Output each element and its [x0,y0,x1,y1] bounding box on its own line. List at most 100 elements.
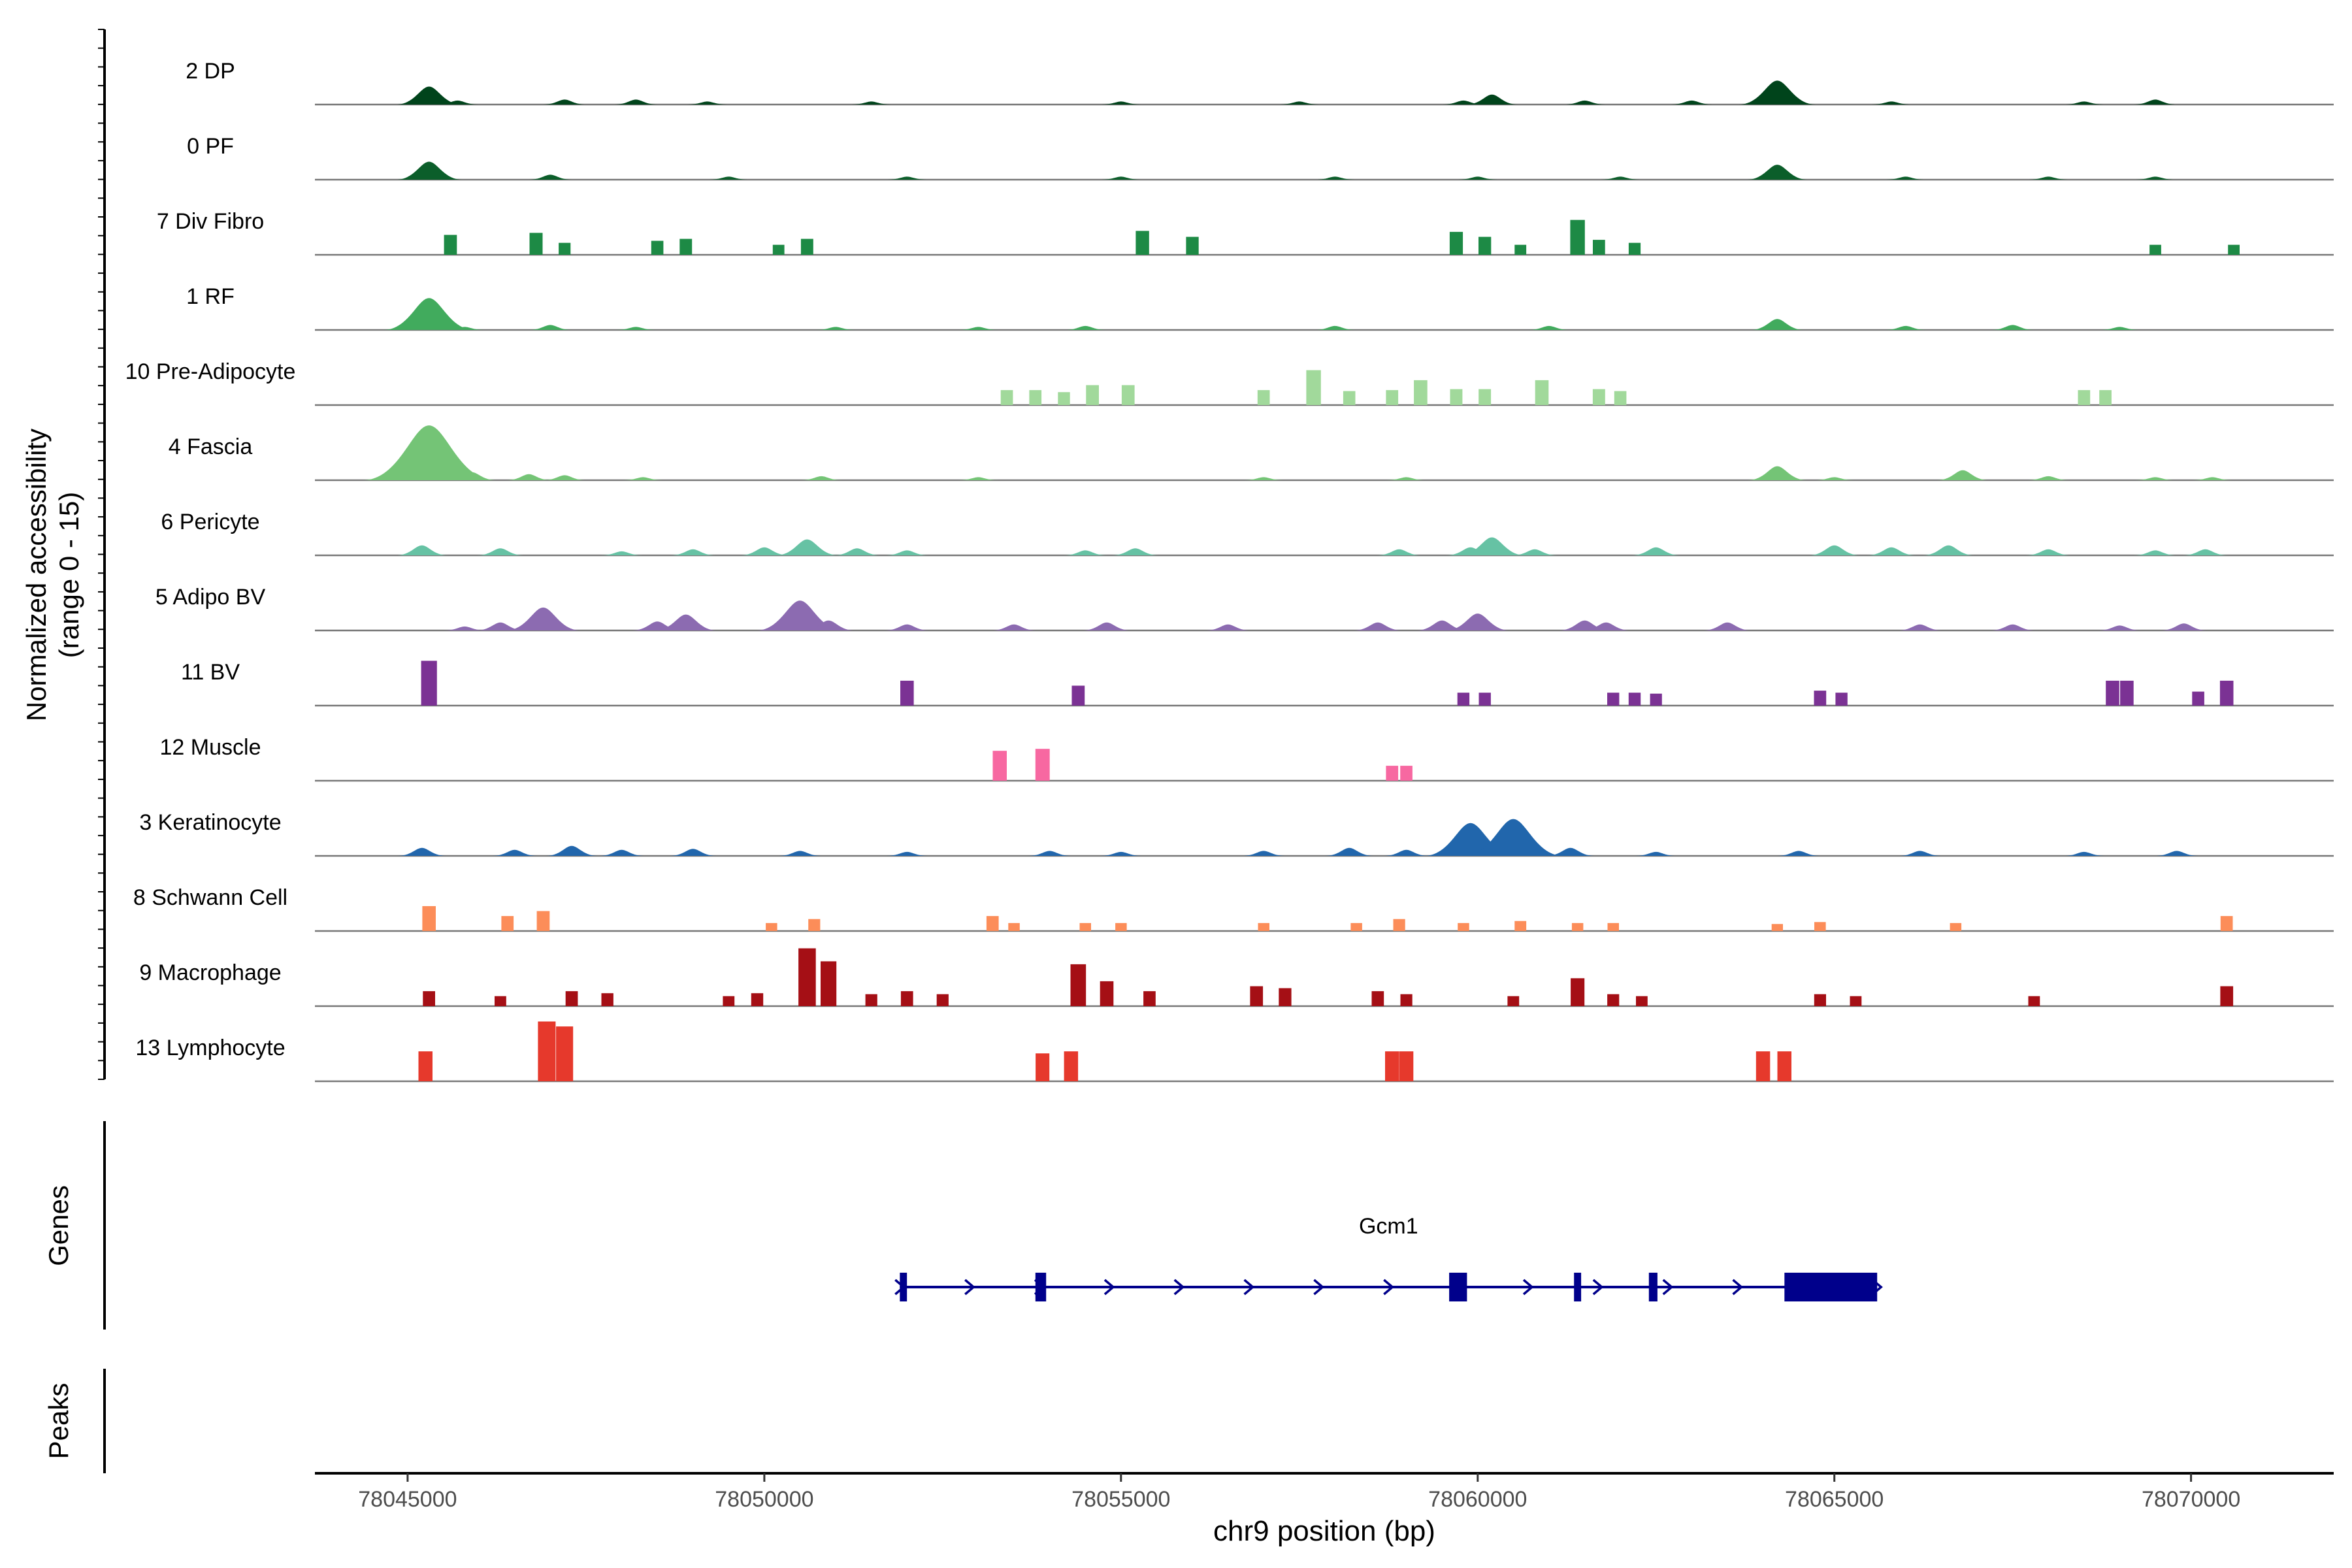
coverage-peak [1771,924,1783,931]
genes-panel-label: Genes [43,1185,74,1266]
coverage-peak [1385,1051,1399,1081]
coverage-peak [1922,545,1975,555]
coverage-peak [1450,389,1463,405]
coverage-peak [1306,370,1321,405]
coverage-peak [756,600,844,630]
coverage-peak [1416,620,1468,630]
coverage-peak [1008,923,1020,931]
coverage-peak [1314,325,1356,330]
track-label: 13 Lymphocyte [135,1036,285,1060]
coverage-peak [536,911,550,931]
coverage-peak [2161,623,2208,630]
coverage-peak [2134,99,2177,105]
coverage-peak [538,1021,556,1081]
track-label: 11 BV [181,660,240,685]
coverage-peak [1100,851,1142,856]
coverage-peak [418,1051,433,1081]
coverage-peak [1867,547,1916,555]
coverage-peak [1064,325,1106,330]
coverage-peak [958,477,998,480]
coverage-peak [800,238,813,255]
coverage-peak [1739,80,1816,105]
coverage-peak [751,993,764,1006]
coverage-peak [815,327,856,330]
coverage-peak [1315,176,1355,180]
coverage-peak [436,100,478,105]
coverage-peak [2100,327,2140,330]
coverage-peak [529,325,572,330]
coverage-peak [1601,176,1641,180]
coverage-peak [1507,996,1520,1006]
coverage-peak [476,622,525,630]
coverage-peak [1035,749,1050,781]
coverage-peak [396,545,448,555]
coverage-y-ticks [98,29,105,1080]
coverage-peak [546,845,598,856]
x-axis-title: chr9 position (bp) [1213,1515,1435,1547]
coverage-peak [865,994,877,1006]
coverage-peak [1343,391,1356,405]
coverage-peak [1593,240,1605,255]
track-0-pf: 0 PF [187,134,2334,181]
coverage-peak [1086,385,1099,405]
coverage-peak [383,298,475,330]
coverage-peak [1414,380,1428,405]
coverage-peak [2183,549,2228,555]
coverage-peak [670,849,717,856]
coverage-peak [885,550,929,555]
track-label: 5 Adipo BV [155,585,266,610]
coverage-peak [1101,176,1141,180]
coverage-peak [772,244,785,255]
gene-exon [1574,1273,1582,1301]
coverage-peak [1628,242,1641,255]
coverage-peak [654,614,717,630]
coverage-peak [766,923,777,931]
coverage-peak [1871,101,1912,105]
track-12-muscle: 12 Muscle [160,735,2334,782]
coverage-peak [565,991,578,1006]
coverage-peak [2135,477,2176,480]
coverage-peak [1058,392,1070,405]
track-8-schwann-cell: 8 Schwann Cell [133,885,2334,932]
coverage-peak [2155,851,2198,856]
coverage-peak [616,327,656,330]
coverage-peak [1083,622,1131,630]
coverage-peak [1458,923,1469,931]
coverage-peak [1750,319,1805,330]
coverage-peak [1079,923,1091,931]
track-label: 1 RF [186,284,235,309]
coverage-peak [1244,477,1284,480]
track-label: 2 DP [186,59,235,84]
coverage-peak [1528,325,1570,330]
coverage-peak [900,991,913,1006]
coverage-peak [1465,94,1518,105]
track-10-pre-adipocyte: 10 Pre-Adipocyte [125,359,2334,406]
coverage-peak [1607,994,1620,1006]
coverage-peak [1671,100,1712,105]
coverage-peak [2064,101,2104,105]
gene-exon [1784,1273,1878,1301]
coverage-peak [1897,624,1942,630]
coverage-peak [1991,325,2034,330]
coverage-peak [543,475,586,480]
coverage-peak [1614,391,1627,405]
coverage-peak [2078,390,2091,405]
coverage-peak [1071,685,1085,706]
coverage-peak [740,547,789,555]
coverage-peak [1850,996,1862,1006]
coverage-peak [723,996,735,1006]
coverage-peak [651,240,664,255]
coverage-peak [1386,766,1399,781]
x-tick-label: 78045000 [358,1487,457,1512]
coverage-peak [1514,244,1527,255]
coverage-peak [2027,476,2069,480]
coverage-peak [1478,237,1492,255]
y-axis-title-line2: (range 0 - 15) [54,492,84,658]
coverage-peak [1445,613,1511,630]
coverage-peak [396,86,463,105]
coverage-peak [1650,693,1662,706]
coverage-peak [1386,477,1426,480]
coverage-peak [1143,991,1156,1006]
coverage-peak [1101,101,1141,105]
